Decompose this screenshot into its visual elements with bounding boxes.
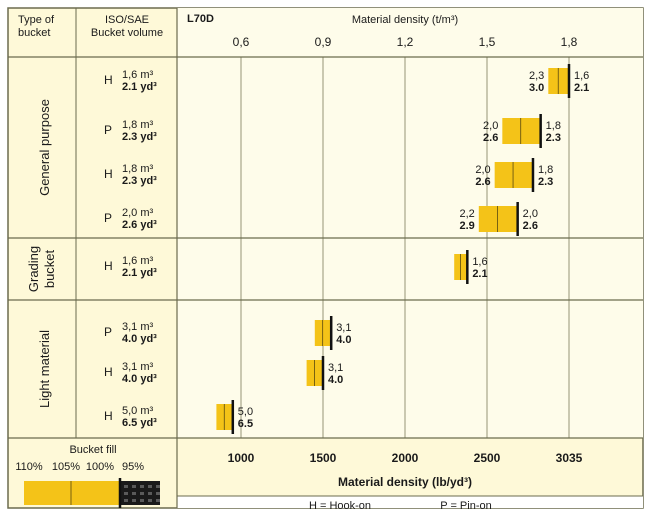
top-axis-label: Material density (t/m³) — [352, 14, 458, 26]
legend-dot — [132, 499, 136, 502]
bar-right-label: 3,1 — [328, 362, 343, 374]
row-volume-m3: 1,6 m³ — [122, 255, 154, 267]
bar-left-label: 2,2 — [460, 208, 475, 220]
row-mount: P — [104, 123, 112, 137]
legend-percent: 95% — [122, 461, 144, 473]
row-mount: H — [104, 259, 113, 273]
row-volume-m3: 1,8 m³ — [122, 119, 154, 131]
footnote-area — [177, 496, 643, 508]
col1-header-line1: Type of — [18, 14, 55, 26]
row-mount: P — [104, 211, 112, 225]
bar-left-label: 2,3 — [529, 70, 544, 82]
legend-bar — [24, 481, 120, 505]
bar-left-label: 2.9 — [460, 220, 475, 232]
bar-right-label: 2.1 — [574, 82, 589, 94]
group-label: Grading — [26, 246, 41, 292]
row-mount: P — [104, 325, 112, 339]
legend-percent: 100% — [86, 461, 114, 473]
legend-dot — [148, 492, 152, 495]
row-mount: H — [104, 409, 113, 423]
row-mount: H — [104, 365, 113, 379]
density-bar — [494, 162, 533, 188]
density-bar — [478, 206, 518, 232]
bar-right-label: 4.0 — [336, 334, 351, 346]
row-volume-yd3: 2.1 yd³ — [122, 267, 157, 279]
row-mount: H — [104, 167, 113, 181]
group-label: General purpose — [37, 99, 52, 196]
bar-right-label: 2.3 — [538, 176, 553, 188]
bar-right-label: 5,0 — [238, 406, 253, 418]
row-volume-yd3: 4.0 yd³ — [122, 333, 157, 345]
legend-dot — [140, 499, 144, 502]
legend-dot — [124, 499, 128, 502]
bar-left-label: 2,0 — [483, 120, 498, 132]
group-label: Light material — [37, 330, 52, 408]
row-volume-yd3: 2.3 yd³ — [122, 131, 157, 143]
top-tick-label: 0,9 — [315, 35, 332, 49]
bar-right-label: 1,8 — [538, 164, 553, 176]
legend-dot — [156, 499, 160, 502]
row-volume-yd3: 2.6 yd³ — [122, 219, 157, 231]
bottom-tick-label: 3035 — [556, 451, 583, 465]
bottom-tick-label: 2000 — [392, 451, 419, 465]
legend-dot — [132, 485, 136, 488]
bottom-tick-label: 2500 — [474, 451, 501, 465]
bar-left-label: 3.0 — [529, 82, 544, 94]
top-tick-label: 1,8 — [561, 35, 578, 49]
legend-dot — [140, 492, 144, 495]
legend-dot — [148, 499, 152, 502]
density-bar — [502, 118, 541, 144]
row-volume-yd3: 4.0 yd³ — [122, 373, 157, 385]
bar-right-label: 3,1 — [336, 322, 351, 334]
footnote-hook: H = Hook-on — [309, 500, 371, 512]
group-label: bucket — [42, 249, 57, 288]
bar-right-label: 4.0 — [328, 374, 343, 386]
bar-right-label: 6.5 — [238, 418, 253, 430]
legend-dot — [124, 492, 128, 495]
bar-left-label: 2,0 — [475, 164, 490, 176]
bar-right-label: 2,0 — [523, 208, 538, 220]
bottom-tick-label: 1500 — [310, 451, 337, 465]
top-tick-label: 0,6 — [233, 35, 250, 49]
col1-header-line2: bucket — [18, 27, 50, 39]
row-volume-yd3: 2.1 yd³ — [122, 81, 157, 93]
bar-right-label: 1,8 — [546, 120, 561, 132]
legend-percent: 110% — [15, 461, 43, 473]
legend-dot — [140, 485, 144, 488]
row-volume-m3: 1,8 m³ — [122, 163, 154, 175]
col2-header-line1: ISO/SAE — [105, 14, 149, 26]
bottom-axis-label: Material density (lb/yd³) — [338, 475, 472, 489]
row-volume-yd3: 2.3 yd³ — [122, 175, 157, 187]
col2-header-line2: Bucket volume — [91, 27, 163, 39]
bar-right-label: 1,6 — [574, 70, 589, 82]
row-mount: H — [104, 73, 113, 87]
bar-left-label: 2.6 — [483, 132, 498, 144]
legend-dot — [156, 492, 160, 495]
bar-right-label: 2.3 — [546, 132, 561, 144]
row-volume-m3: 3,1 m³ — [122, 361, 154, 373]
bar-left-label: 2.6 — [475, 176, 490, 188]
bar-right-label: 2.6 — [523, 220, 538, 232]
legend-title: Bucket fill — [69, 444, 116, 456]
row-volume-m3: 5,0 m³ — [122, 405, 154, 417]
model-label: L70D — [187, 13, 214, 25]
row-volume-m3: 2,0 m³ — [122, 207, 154, 219]
bottom-tick-label: 1000 — [228, 451, 255, 465]
row-volume-yd3: 6.5 yd³ — [122, 417, 157, 429]
legend-dot — [148, 485, 152, 488]
row-volume-m3: 3,1 m³ — [122, 321, 154, 333]
legend-dot — [132, 492, 136, 495]
legend-dot — [156, 485, 160, 488]
bar-right-label: 1,6 — [472, 256, 487, 268]
row-volume-m3: 1,6 m³ — [122, 69, 154, 81]
top-tick-label: 1,2 — [397, 35, 414, 49]
legend-dot — [124, 485, 128, 488]
legend-percent: 105% — [52, 461, 80, 473]
bar-right-label: 2.1 — [472, 268, 487, 280]
density-bar — [548, 68, 569, 94]
top-tick-label: 1,5 — [479, 35, 496, 49]
footnote-pin: P = Pin-on — [440, 500, 491, 512]
